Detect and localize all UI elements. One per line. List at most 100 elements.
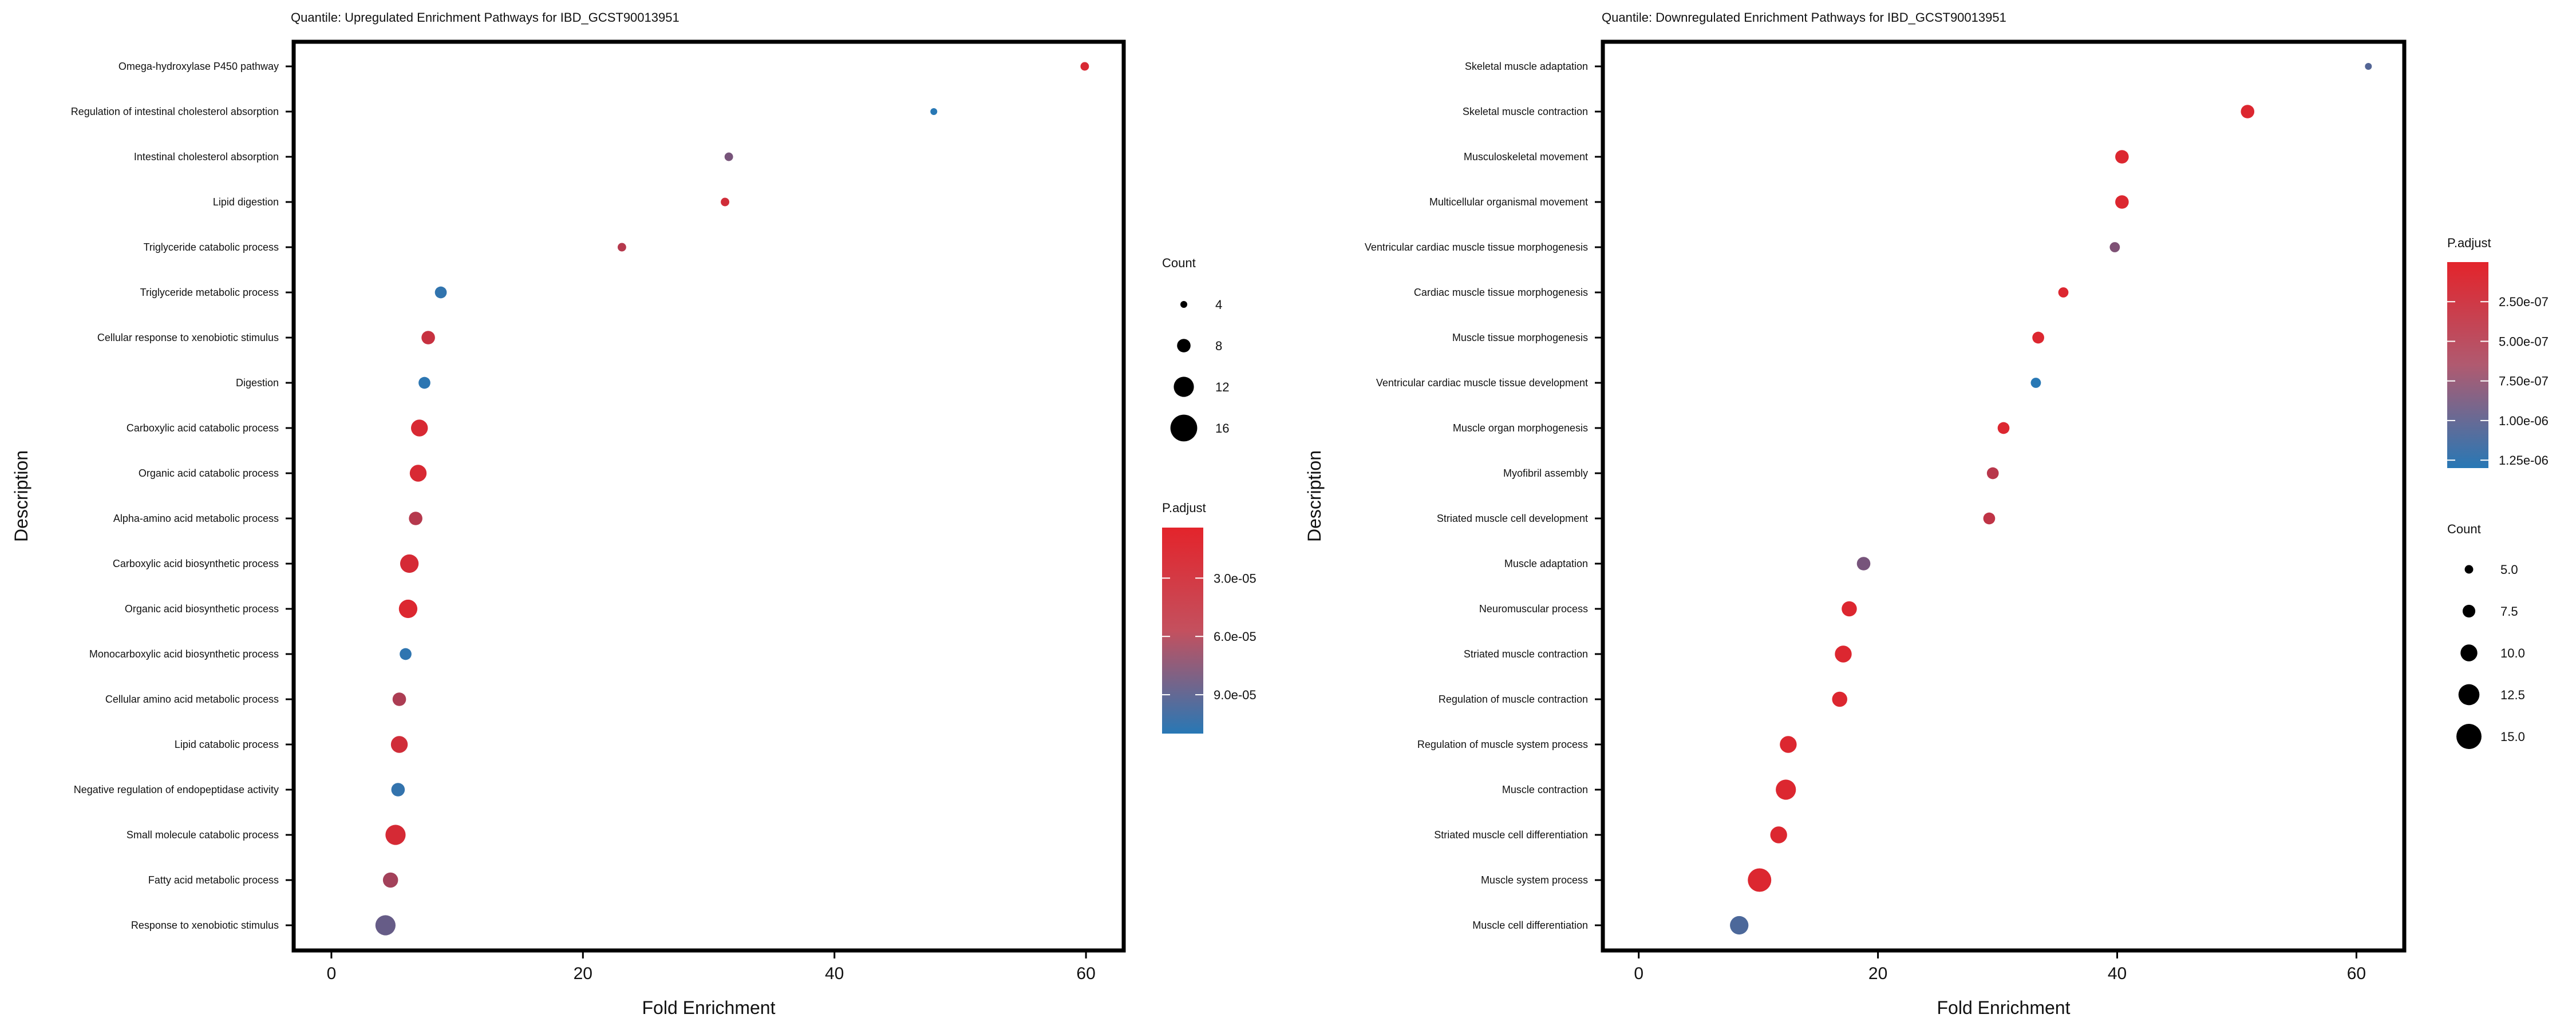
downregulated-x-ticks: 0 20 40 60 (1634, 950, 2366, 983)
x-tick-label: 60 (1076, 964, 1095, 983)
downregulated-points (1730, 63, 2372, 935)
count-legend-label: 5.0 (2500, 562, 2518, 577)
y-tick-label: Carboxylic acid biosynthetic process (113, 558, 279, 569)
padjust-tick-label: 1.25e-06 (2499, 453, 2549, 468)
count-legend-label: 8 (1215, 339, 1222, 353)
x-tick-label: 40 (825, 964, 844, 983)
count-legend-label: 12 (1215, 380, 1229, 394)
enrichment-point (1832, 691, 1847, 707)
y-tick-label: Monocarboxylic acid biosynthetic process (89, 648, 279, 660)
enrichment-point (1748, 868, 1772, 892)
padjust-tick-label: 2.50e-07 (2499, 295, 2549, 309)
enrichment-point (392, 692, 406, 706)
enrichment-point (2032, 331, 2044, 344)
downregulated-padjust-legend-title: P.adjust (2447, 236, 2491, 250)
y-tick-label: Muscle tissue morphogenesis (1452, 332, 1588, 343)
enrichment-point (721, 197, 730, 207)
upregulated-panel: Quantile: Upregulated Enrichment Pathway… (11, 10, 1257, 1018)
y-tick-label: Neuromuscular process (1479, 603, 1588, 615)
downregulated-x-axis-label: Fold Enrichment (1937, 997, 2071, 1018)
enrichment-point (391, 783, 405, 797)
x-tick-label: 20 (574, 964, 592, 983)
y-tick-label: Muscle cell differentiation (1472, 920, 1588, 931)
enrichment-point (1856, 557, 1871, 571)
count-legend-dot (2456, 724, 2482, 749)
enrichment-point (724, 152, 733, 161)
y-tick-label: Alpha-amino acid metabolic process (113, 513, 279, 524)
downregulated-count-legend: Count 5.0 7.5 10.0 12.5 15.0 (2447, 522, 2525, 749)
enrichment-point (1770, 826, 1787, 843)
y-tick-label: Ventricular cardiac muscle tissue develo… (1376, 377, 1588, 389)
enrichment-point (398, 599, 418, 619)
y-tick-label: Triglyceride catabolic process (144, 241, 279, 253)
enrichment-point (2365, 63, 2372, 70)
y-tick-label: Striated muscle cell development (1437, 513, 1588, 524)
enrichment-point (2115, 195, 2129, 209)
enrichment-point (617, 243, 626, 252)
y-tick-label: Digestion (236, 377, 279, 389)
enrichment-point (434, 286, 447, 299)
upregulated-chart-title: Quantile: Upregulated Enrichment Pathway… (291, 10, 679, 25)
count-legend-label: 4 (1215, 298, 1222, 312)
count-legend-label: 16 (1215, 421, 1229, 435)
upregulated-padjust-legend-title: P.adjust (1162, 501, 1206, 515)
enrichment-point (409, 465, 427, 482)
downregulated-chart-title: Quantile: Downregulated Enrichment Pathw… (1602, 10, 2006, 25)
y-tick-label: Organic acid biosynthetic process (125, 603, 279, 615)
upregulated-plot-frame (291, 39, 1126, 953)
y-tick-label: Lipid digestion (213, 196, 279, 208)
y-tick-label: Ventricular cardiac muscle tissue morpho… (1365, 241, 1588, 253)
count-legend-label: 12.5 (2500, 688, 2525, 702)
enrichment-point (2058, 287, 2069, 298)
count-legend-dot (2458, 684, 2480, 706)
upregulated-y-axis-label: Description (11, 450, 31, 542)
padjust-tick-label: 6.0e-05 (1214, 629, 1257, 644)
enrichment-point (1730, 916, 1749, 935)
x-tick-label: 0 (1634, 964, 1643, 983)
downregulated-padjust-colorbar (2447, 262, 2488, 468)
y-tick-label: Myofibril assembly (1503, 468, 1588, 479)
enrichment-point (410, 419, 428, 437)
enrichment-point (930, 108, 938, 115)
upregulated-padjust-legend: P.adjust 3.0e-05 6.0e-05 9.0e-05 (1162, 501, 1257, 734)
enrichment-point (382, 872, 398, 888)
upregulated-y-ticks (286, 65, 294, 926)
y-tick-label: Response to xenobiotic stimulus (131, 920, 279, 931)
y-tick-label: Muscle contraction (1502, 784, 1588, 795)
enrichment-point (2241, 105, 2255, 118)
upregulated-x-ticks: 0 20 40 60 (327, 950, 1096, 983)
enrichment-point (385, 825, 406, 845)
y-tick-label: Muscle adaptation (1504, 558, 1588, 569)
count-legend-label: 10.0 (2500, 646, 2525, 660)
y-tick-label: Musculoskeletal movement (1464, 151, 1588, 163)
enrichment-point (400, 554, 419, 573)
enrichment-point (1986, 467, 1999, 480)
x-tick-label: 40 (2108, 964, 2127, 983)
enrichment-point (418, 377, 430, 389)
enrichment-point (409, 512, 422, 525)
y-tick-label: Small molecule catabolic process (127, 829, 279, 841)
y-tick-label: Regulation of intestinal cholesterol abs… (71, 106, 279, 117)
downregulated-panel: Quantile: Downregulated Enrichment Pathw… (1304, 10, 2549, 1018)
y-tick-label: Cardiac muscle tissue morphogenesis (1414, 287, 1588, 298)
enrichment-point (375, 915, 396, 936)
padjust-tick-label: 5.00e-07 (2499, 334, 2549, 348)
downregulated-y-tick-labels: Skeletal muscle adaptation Skeletal muscl… (1365, 61, 1588, 931)
count-legend-label: 15.0 (2500, 730, 2525, 744)
x-tick-label: 20 (1868, 964, 1887, 983)
enrichment-point (1842, 601, 1857, 617)
y-tick-label: Skeletal muscle adaptation (1465, 61, 1588, 72)
upregulated-padjust-colorbar (1162, 528, 1203, 734)
downregulated-plot-frame (1601, 39, 2407, 953)
downregulated-padjust-legend: P.adjust 2.50e-07 5.00e-07 7.50e-07 1.00e-0… (2447, 236, 2549, 468)
enrichment-point (1835, 645, 1852, 663)
padjust-tick-label: 1.00e-06 (2499, 414, 2549, 428)
y-tick-label: Multicellular organismal movement (1429, 196, 1588, 208)
upregulated-count-legend-title: Count (1162, 256, 1196, 270)
count-legend-dot (1174, 377, 1194, 397)
y-tick-label: Skeletal muscle contraction (1463, 106, 1588, 117)
y-tick-label: Negative regulation of endopeptidase act… (74, 784, 279, 795)
count-legend-dot (1170, 414, 1198, 442)
padjust-tick-label: 7.50e-07 (2499, 374, 2549, 389)
